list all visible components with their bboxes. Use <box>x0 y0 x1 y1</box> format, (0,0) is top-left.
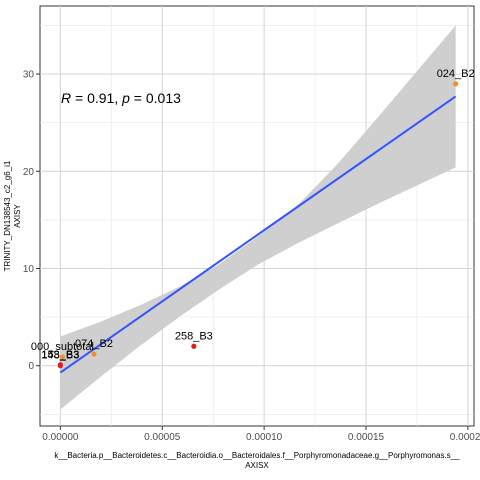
data-point-label: 153_B3 <box>41 349 79 361</box>
data-point <box>191 343 197 349</box>
r-label: R <box>61 90 71 106</box>
data-point-label: 258_B3 <box>175 330 213 342</box>
r-value: = 0.91, <box>75 90 122 106</box>
data-point <box>59 354 66 360</box>
y-axis-sublabel: AXISY <box>13 204 22 228</box>
regression-line <box>59 95 457 374</box>
y-tick-label: 0 <box>28 361 34 372</box>
confidence-band <box>60 25 456 410</box>
x-axis-label: k__Bacteria.p__Bacteroidetes.c__Bacteroi… <box>54 451 460 460</box>
y-axis-label: TRINITY_DN138543_c2_g6_i1 <box>3 160 12 271</box>
data-point-label: 148_B3 <box>41 350 79 362</box>
p-label: p <box>121 90 130 106</box>
x-tick-label: 0.00015 <box>348 432 385 443</box>
point-labels: 024_B2 258_B3 074_B2000_subtotal153_B3148_… <box>31 68 475 362</box>
data-point-label: 074_B2 <box>75 338 113 350</box>
x-tick-label: 0.00010 <box>246 432 283 443</box>
x-axis-sublabel: AXISX <box>245 461 269 470</box>
data-points <box>57 81 459 369</box>
y-tick-label: 20 <box>23 167 35 178</box>
data-point <box>91 351 97 357</box>
correlation-annotation: R = 0.91, p = 0.013 <box>61 90 181 106</box>
p-value: = 0.013 <box>134 90 181 106</box>
data-point <box>57 363 63 369</box>
x-tick-label: 0.00000 <box>42 432 79 443</box>
y-tick-label: 10 <box>23 264 35 275</box>
data-point-label: 000_subtotal <box>31 341 94 353</box>
y-tick-label: 30 <box>23 70 35 81</box>
x-tick-label: 0.00005 <box>144 432 181 443</box>
data-point-label: 024_B2 <box>437 68 475 80</box>
y-axis-ticks: 0 10 20 30 <box>23 70 40 372</box>
data-point <box>453 81 459 87</box>
